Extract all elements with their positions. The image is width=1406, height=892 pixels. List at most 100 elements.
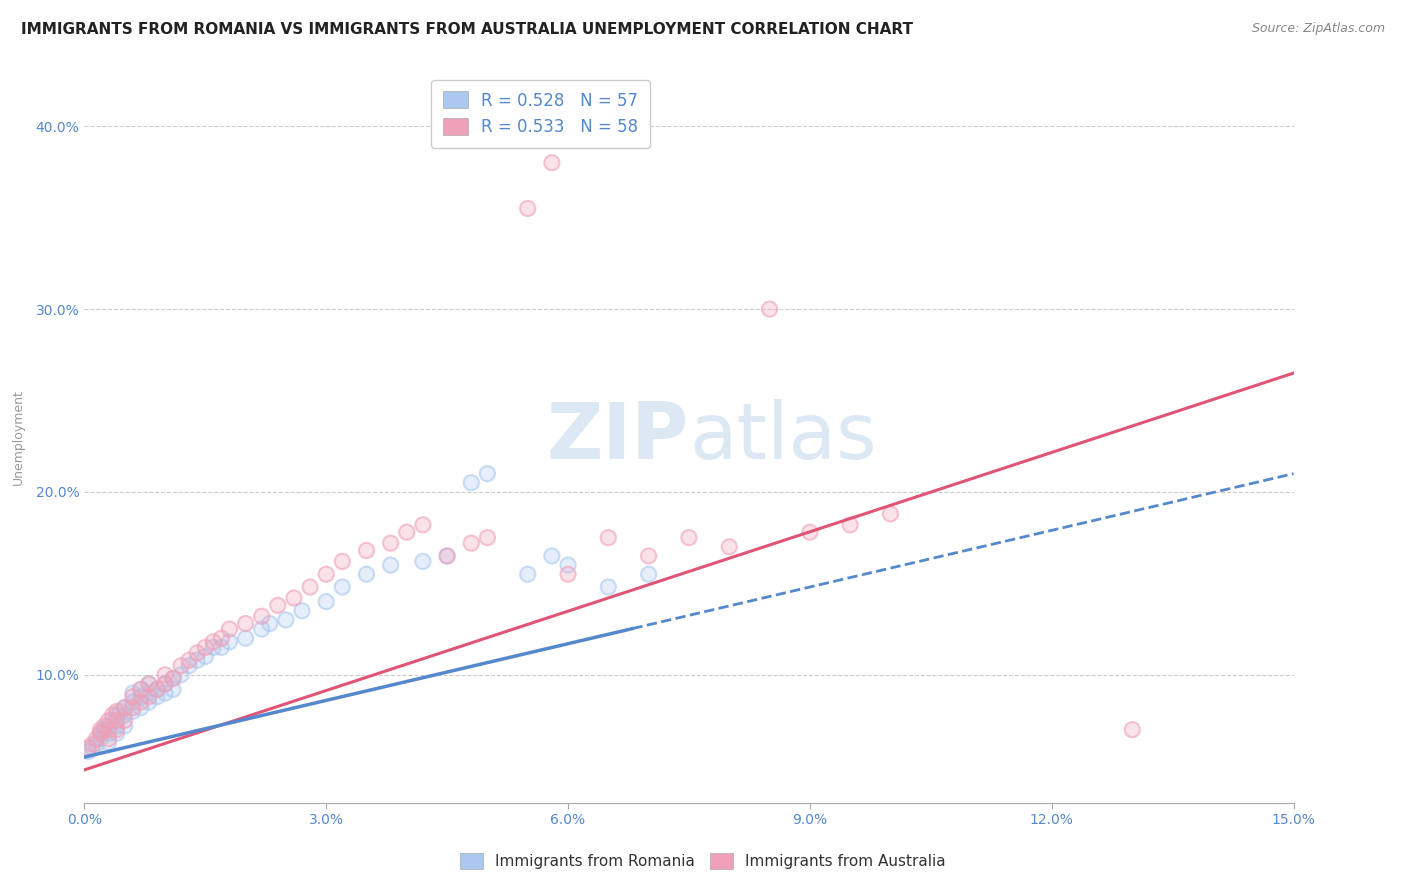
- Point: [202, 640, 225, 655]
- Point: [218, 635, 240, 649]
- Point: [129, 695, 152, 709]
- Point: [179, 658, 201, 673]
- Point: [516, 202, 538, 216]
- Point: [799, 525, 821, 540]
- Point: [114, 714, 136, 728]
- Point: [637, 567, 659, 582]
- Point: [879, 507, 901, 521]
- Point: [153, 677, 176, 691]
- Point: [114, 708, 136, 723]
- Point: [259, 616, 281, 631]
- Point: [283, 591, 305, 605]
- Point: [138, 690, 160, 704]
- Point: [477, 467, 499, 481]
- Point: [218, 622, 240, 636]
- Point: [330, 580, 353, 594]
- Point: [129, 700, 152, 714]
- Point: [138, 690, 160, 704]
- Point: [330, 554, 353, 568]
- Point: [129, 700, 152, 714]
- Point: [153, 686, 176, 700]
- Point: [250, 622, 273, 636]
- Text: IMMIGRANTS FROM ROMANIA VS IMMIGRANTS FROM AUSTRALIA UNEMPLOYMENT CORRELATION CH: IMMIGRANTS FROM ROMANIA VS IMMIGRANTS FR…: [21, 22, 912, 37]
- Point: [186, 646, 208, 660]
- Point: [105, 714, 128, 728]
- Text: Source: ZipAtlas.com: Source: ZipAtlas.com: [1251, 22, 1385, 36]
- Point: [315, 594, 337, 608]
- Point: [121, 700, 143, 714]
- Point: [235, 632, 257, 646]
- Point: [799, 525, 821, 540]
- Point: [412, 554, 434, 568]
- Point: [356, 567, 378, 582]
- Point: [114, 700, 136, 714]
- Point: [105, 726, 128, 740]
- Point: [541, 549, 564, 563]
- Point: [179, 653, 201, 667]
- Point: [89, 723, 111, 737]
- Point: [97, 719, 120, 733]
- Point: [97, 719, 120, 733]
- Point: [86, 737, 108, 751]
- Point: [541, 155, 564, 169]
- Point: [299, 580, 322, 594]
- Point: [138, 677, 160, 691]
- Point: [460, 475, 482, 490]
- Point: [153, 677, 176, 691]
- Point: [82, 740, 104, 755]
- Point: [105, 726, 128, 740]
- Point: [718, 540, 741, 554]
- Point: [356, 567, 378, 582]
- Point: [105, 708, 128, 723]
- Point: [138, 677, 160, 691]
- Point: [121, 705, 143, 719]
- Point: [209, 640, 232, 655]
- Point: [77, 745, 100, 759]
- Text: atlas: atlas: [689, 399, 876, 475]
- Point: [121, 700, 143, 714]
- Point: [194, 649, 217, 664]
- Point: [460, 536, 482, 550]
- Point: [235, 632, 257, 646]
- Point: [153, 677, 176, 691]
- Point: [114, 719, 136, 733]
- Point: [315, 567, 337, 582]
- Point: [82, 737, 104, 751]
- Point: [89, 731, 111, 746]
- Point: [89, 731, 111, 746]
- Point: [267, 599, 290, 613]
- Point: [718, 540, 741, 554]
- Point: [121, 695, 143, 709]
- Point: [97, 714, 120, 728]
- Point: [839, 517, 862, 532]
- Point: [153, 667, 176, 681]
- Y-axis label: Unemployment: Unemployment: [11, 389, 24, 485]
- Point: [146, 682, 169, 697]
- Point: [162, 672, 184, 686]
- Point: [162, 682, 184, 697]
- Point: [209, 632, 232, 646]
- Point: [194, 640, 217, 655]
- Point: [477, 531, 499, 545]
- Point: [138, 695, 160, 709]
- Point: [516, 202, 538, 216]
- Point: [105, 723, 128, 737]
- Point: [356, 543, 378, 558]
- Point: [129, 682, 152, 697]
- Point: [93, 723, 115, 737]
- Point: [101, 708, 124, 723]
- Point: [259, 616, 281, 631]
- Point: [170, 658, 193, 673]
- Point: [77, 740, 100, 755]
- Point: [93, 723, 115, 737]
- Point: [121, 690, 143, 704]
- Point: [356, 543, 378, 558]
- Point: [330, 554, 353, 568]
- Point: [170, 667, 193, 681]
- Point: [162, 672, 184, 686]
- Point: [97, 735, 120, 749]
- Point: [121, 705, 143, 719]
- Point: [86, 731, 108, 746]
- Point: [129, 690, 152, 704]
- Point: [202, 635, 225, 649]
